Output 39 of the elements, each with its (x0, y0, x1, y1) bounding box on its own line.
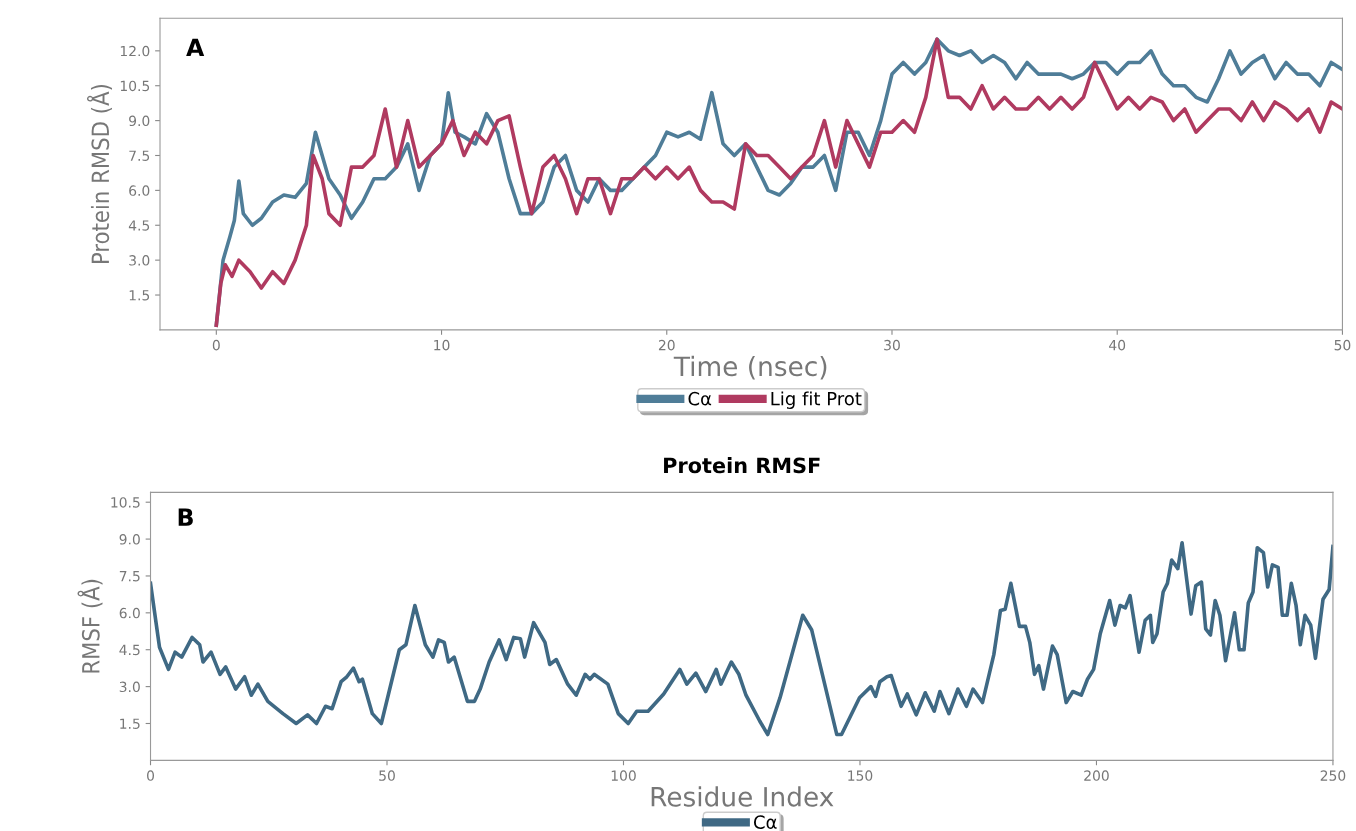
line-series (150, 540, 1333, 737)
x-axis-title: Time (nsec) (673, 355, 827, 380)
annotation: A (186, 38, 205, 56)
x-tick-label: 50 (1334, 339, 1351, 351)
x-tick-label: 20 (658, 339, 675, 351)
annotation: B (178, 508, 193, 526)
x-tick-label: 200 (1084, 770, 1109, 781)
chart-title: Protein RMSF (664, 457, 820, 474)
y-tick-label: 12.0 (120, 45, 150, 57)
y-tick-label: 10.5 (111, 497, 140, 508)
y-tick-label: 4.5 (128, 220, 150, 231)
y-axis-title: RMSF (Å) (77, 579, 103, 673)
y-tick-label: 9.0 (119, 534, 140, 545)
x-axis-title: Residue Index (651, 786, 834, 807)
x-tick-label: 100 (611, 770, 636, 781)
legend-label: Lig fit Prot (771, 391, 862, 409)
legend-label: Cα (753, 815, 777, 829)
x-tick-label: 250 (1320, 770, 1346, 781)
y-tick-label: 6.0 (129, 185, 150, 196)
y-tick-label: 10.5 (120, 80, 150, 92)
x-tick-label: 150 (848, 770, 873, 781)
y-tick-label: 4.5 (119, 644, 140, 656)
y-tick-label: 7.5 (129, 150, 150, 161)
y-tick-label: 7.5 (119, 571, 140, 582)
x-tick-label: 10 (434, 339, 450, 351)
y-tick-label: 3.0 (119, 681, 140, 693)
line-series (214, 37, 1343, 328)
y-tick-label: 9.0 (129, 115, 150, 127)
x-tick-label: 0 (212, 339, 220, 351)
x-tick-label: 40 (1109, 339, 1126, 351)
y-tick-label: 1.5 (129, 290, 150, 301)
y-axis-title: Protein RMSD (Å) (86, 84, 113, 263)
y-tick-label: 6.0 (119, 607, 140, 619)
legend-label: Cα (688, 391, 712, 406)
x-tick-label: 50 (379, 770, 395, 781)
x-tick-label: 30 (884, 339, 900, 351)
y-tick-label: 1.5 (120, 718, 140, 729)
x-tick-label: 0 (147, 770, 155, 781)
y-tick-label: 3.0 (129, 255, 150, 266)
